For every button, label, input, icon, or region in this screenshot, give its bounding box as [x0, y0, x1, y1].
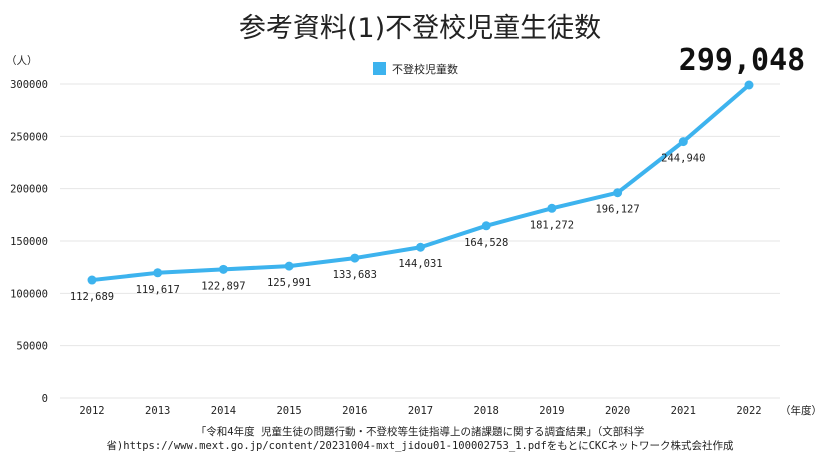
- data-point: [678, 137, 688, 147]
- y-tick-label: 200000: [10, 184, 48, 196]
- data-point: [350, 253, 360, 263]
- x-tick-label: 2015: [276, 405, 301, 417]
- y-tick-label: 300000: [10, 79, 48, 91]
- data-point: [481, 221, 491, 231]
- data-point: [284, 261, 294, 271]
- data-point: [87, 275, 97, 285]
- x-tick-label: 2020: [605, 405, 630, 417]
- data-label: 144,031: [398, 258, 442, 270]
- data-point: [416, 242, 425, 252]
- x-axis-ticks: 2012 2013 2014 2015 2016 2017 2018 2019 2020 2021…: [79, 405, 761, 417]
- data-label: 164,528: [464, 237, 508, 249]
- y-tick-label: 50000: [16, 341, 48, 353]
- x-tick-label: 2019: [539, 405, 564, 417]
- y-tick-label: 250000: [10, 131, 48, 143]
- data-labels: 112,689 119,617 122,897 125,991 133,683 144,0…: [70, 153, 706, 303]
- x-tick-label: 2012: [79, 405, 104, 417]
- data-label: 244,940: [661, 153, 705, 165]
- x-tick-label: 2018: [474, 405, 499, 417]
- data-point: [218, 264, 228, 274]
- y-tick-label: 100000: [10, 288, 48, 300]
- y-tick-label: 0: [42, 393, 48, 405]
- data-points: [87, 80, 754, 285]
- y-axis-ticks: 0 50000 100000 150000 200000 250000 300000: [10, 79, 48, 405]
- source-line-2: 省)https://www.mext.go.jp/content/2023100…: [106, 439, 734, 452]
- legend: 不登校児童数: [373, 62, 458, 76]
- x-tick-label: 2013: [145, 405, 170, 417]
- x-tick-label: 2021: [671, 405, 696, 417]
- highlight-value: 299,048: [679, 43, 805, 78]
- data-point: [547, 203, 557, 213]
- data-label: 122,897: [201, 280, 245, 292]
- data-point: [613, 188, 623, 198]
- data-label: 112,689: [70, 291, 114, 303]
- gridlines: [60, 83, 780, 399]
- x-tick-label: 2014: [211, 405, 236, 417]
- data-label: 181,272: [530, 219, 574, 231]
- data-label: 196,127: [595, 204, 639, 216]
- data-label: 133,683: [333, 269, 377, 281]
- data-label: 119,617: [136, 284, 180, 296]
- source-line-1: 「令和4年度 児童生徒の問題行動・不登校等生徒指導上の諸課題に関する調査結果」（…: [196, 425, 644, 438]
- y-tick-label: 150000: [10, 236, 48, 248]
- data-point: [153, 268, 163, 278]
- data-label: 125,991: [267, 277, 311, 289]
- data-point: [744, 80, 754, 90]
- x-tick-label: 2022: [736, 405, 761, 417]
- x-axis-unit: （年度）: [780, 404, 822, 417]
- y-axis-unit: （人）: [6, 55, 38, 67]
- x-tick-label: 2016: [342, 405, 367, 417]
- legend-swatch: [373, 62, 386, 75]
- legend-label: 不登校児童数: [392, 62, 458, 76]
- x-tick-label: 2017: [408, 405, 433, 417]
- chart-title: 参考資料(1)不登校児童生徒数: [239, 13, 601, 44]
